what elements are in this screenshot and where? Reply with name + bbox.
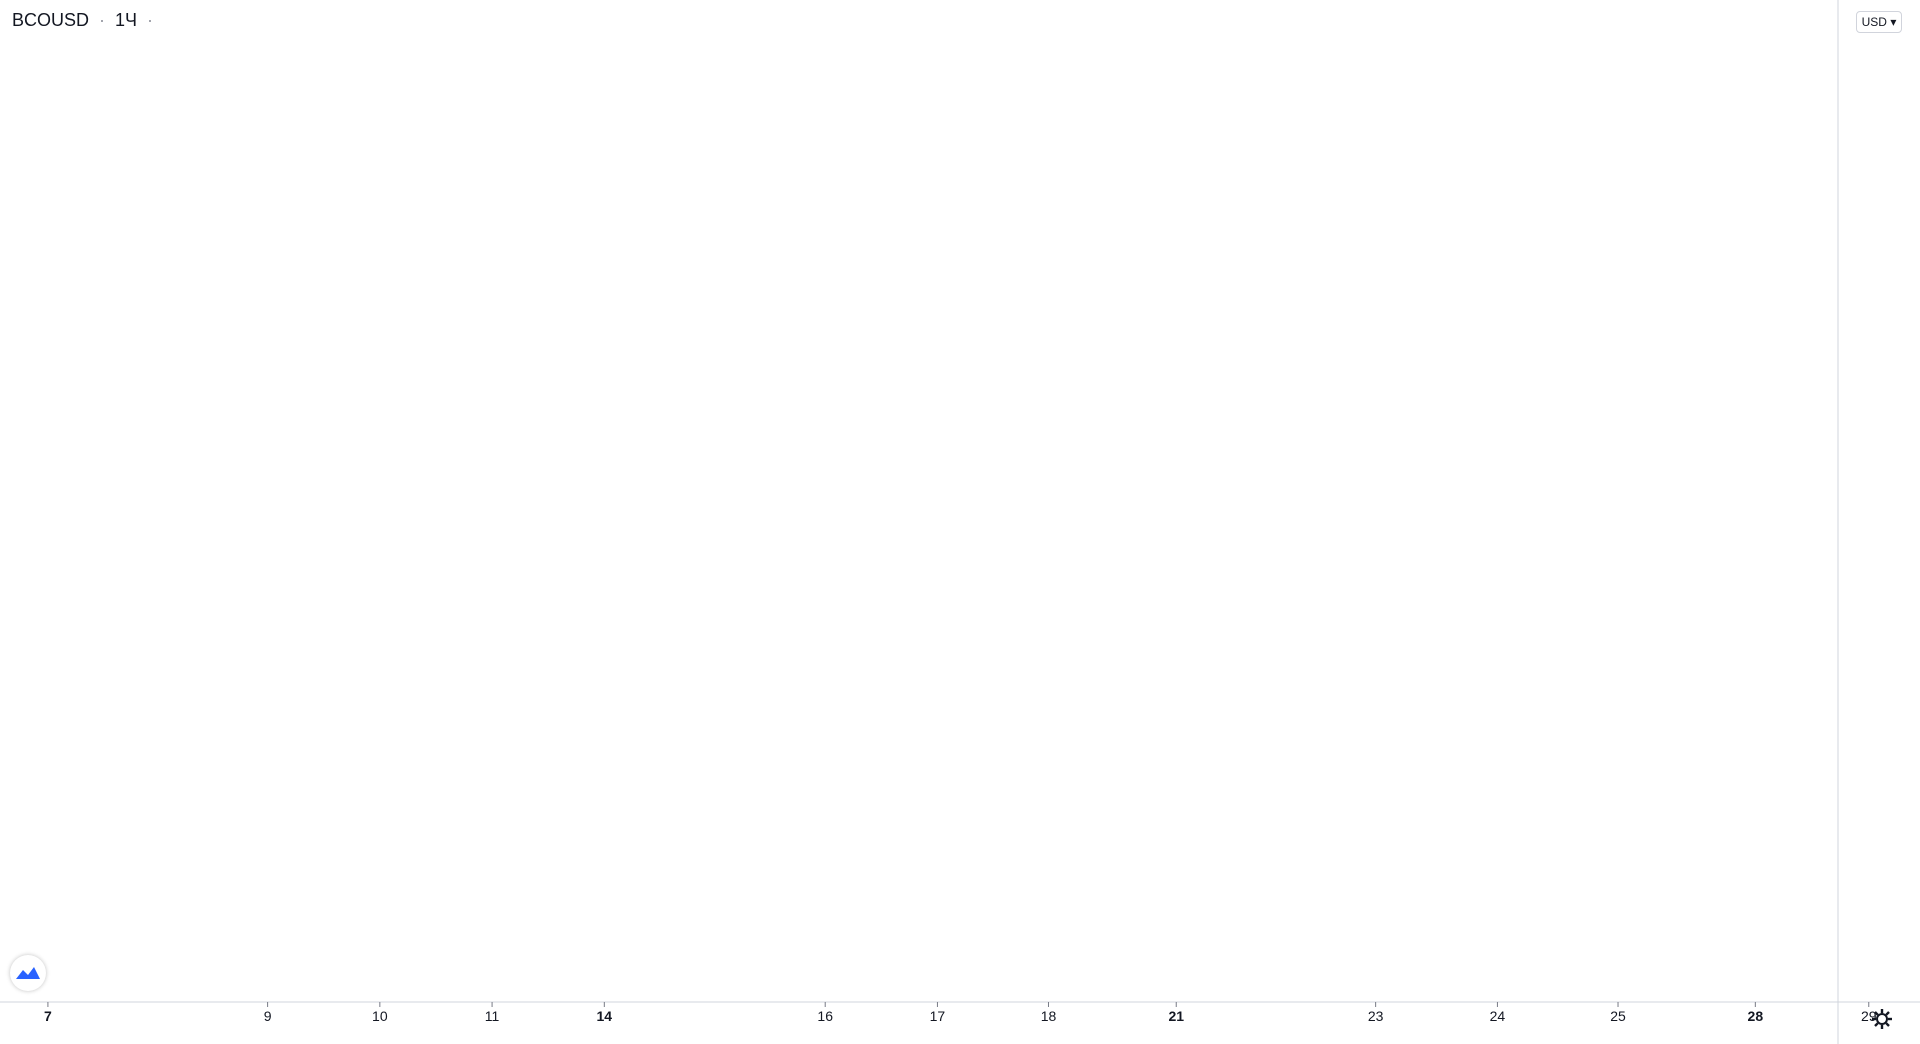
x-tick-label: 25: [1610, 1008, 1626, 1024]
x-tick-label: 23: [1368, 1008, 1384, 1024]
currency-label: USD: [1861, 15, 1887, 29]
x-tick-label: 10: [372, 1008, 388, 1024]
x-tick-label: 21: [1168, 1008, 1184, 1024]
gear-icon[interactable]: [1868, 1005, 1896, 1033]
x-tick-label: 24: [1490, 1008, 1506, 1024]
x-tick-label: 18: [1041, 1008, 1057, 1024]
currency-selector[interactable]: USD ▾: [1856, 11, 1902, 33]
chart-header: BCOUSD · 1Ч ·: [12, 10, 163, 31]
x-tick-label: 11: [485, 1008, 500, 1024]
x-tick-label: 9: [264, 1008, 272, 1024]
x-tick-label: 17: [930, 1008, 946, 1024]
tradingview-logo-icon[interactable]: [10, 955, 46, 991]
x-tick-label: 28: [1748, 1008, 1764, 1024]
interval-label[interactable]: 1Ч: [115, 10, 138, 30]
header-separator: ·: [99, 10, 106, 30]
header-more[interactable]: ·: [147, 10, 154, 30]
x-tick-label: 7: [44, 1008, 52, 1024]
x-tick-label: 14: [597, 1008, 613, 1024]
symbol-name[interactable]: BCOUSD: [12, 10, 90, 30]
x-tick-label: 16: [817, 1008, 833, 1024]
